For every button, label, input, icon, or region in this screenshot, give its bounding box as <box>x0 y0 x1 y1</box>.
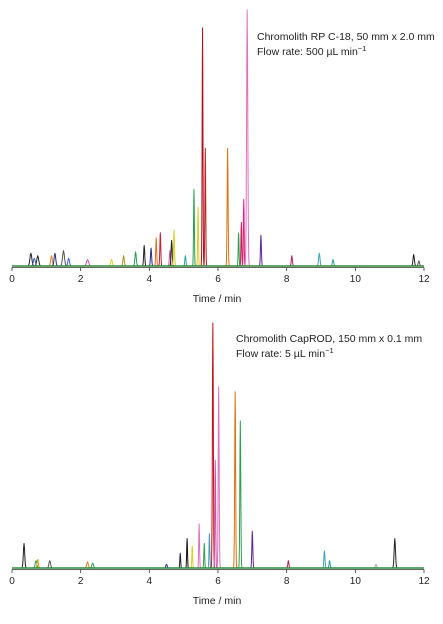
peak-31 <box>327 259 339 267</box>
peak-32 <box>408 253 419 267</box>
flow-rate-label-top: Flow rate: 500 µL min−1 <box>257 44 366 58</box>
peak-10 <box>195 523 203 569</box>
peak-7 <box>79 259 96 267</box>
peak-10 <box>130 251 141 267</box>
peak-19 <box>190 188 198 267</box>
x-tick-label: 2 <box>78 576 84 587</box>
x-axis-title-top: Time / min <box>193 293 242 305</box>
column-label-top: Chromolith RP C-18, 50 mm x 2.0 mm <box>257 31 435 43</box>
peak-3 <box>43 560 56 569</box>
peak-20 <box>320 550 329 569</box>
peak-13 <box>152 237 160 267</box>
peak-20 <box>194 206 202 267</box>
peak-18 <box>248 530 257 569</box>
x-axis-title-bottom: Time / min <box>193 595 242 607</box>
flow-rate-label-bottom: Flow rate: 5 µL min−1 <box>236 346 334 360</box>
chromatogram-panel-top: 0 2 4 6 8 10 12 Chromolith RP C-18, 50 mm x 2.… <box>9 9 435 305</box>
peak-9 <box>188 545 196 569</box>
peak-23 <box>389 538 401 569</box>
peak-16 <box>231 391 239 569</box>
peak-12 <box>146 247 156 267</box>
x-tick-label: 0 <box>9 576 15 587</box>
x-axis-bottom: 0 2 4 6 8 10 12 <box>9 569 430 587</box>
chromatogram-panel-bottom: 0 2 4 6 8 10 12 Chromolith CapROD, 150 mm x 0.… <box>9 322 430 607</box>
peak-9 <box>118 255 129 267</box>
peak-8 <box>183 538 191 569</box>
peak-18 <box>181 255 190 267</box>
x-tick-label: 2 <box>78 274 84 285</box>
peak-11 <box>139 245 149 267</box>
peak-23 <box>223 147 232 267</box>
x-tick-label: 4 <box>147 274 153 285</box>
x-tick-label: 12 <box>418 274 430 285</box>
x-tick-label: 6 <box>215 274 221 285</box>
peak-17 <box>236 420 245 569</box>
x-tick-label: 10 <box>350 274 362 285</box>
x-tick-label: 8 <box>284 576 290 587</box>
x-tick-label: 12 <box>418 576 430 587</box>
column-label-bottom: Chromolith CapROD, 150 mm x 0.1 mm <box>236 333 422 345</box>
peak-19 <box>284 560 293 569</box>
peak-0 <box>18 543 30 569</box>
peak-21 <box>325 560 334 569</box>
x-tick-label: 6 <box>215 576 221 587</box>
peak-8 <box>105 259 118 267</box>
x-tick-label: 8 <box>284 274 290 285</box>
chromatogram-traces-bottom <box>18 322 401 569</box>
peak-14 <box>156 232 165 267</box>
x-tick-label: 0 <box>9 274 15 285</box>
x-tick-label: 10 <box>350 576 362 587</box>
x-tick-label: 4 <box>147 576 153 587</box>
x-axis-top: 0 2 4 6 8 10 12 <box>9 267 430 285</box>
peak-11 <box>200 543 208 569</box>
peak-30 <box>314 252 325 267</box>
peak-28 <box>257 234 265 267</box>
peak-7 <box>176 552 184 569</box>
peak-29 <box>287 255 297 267</box>
